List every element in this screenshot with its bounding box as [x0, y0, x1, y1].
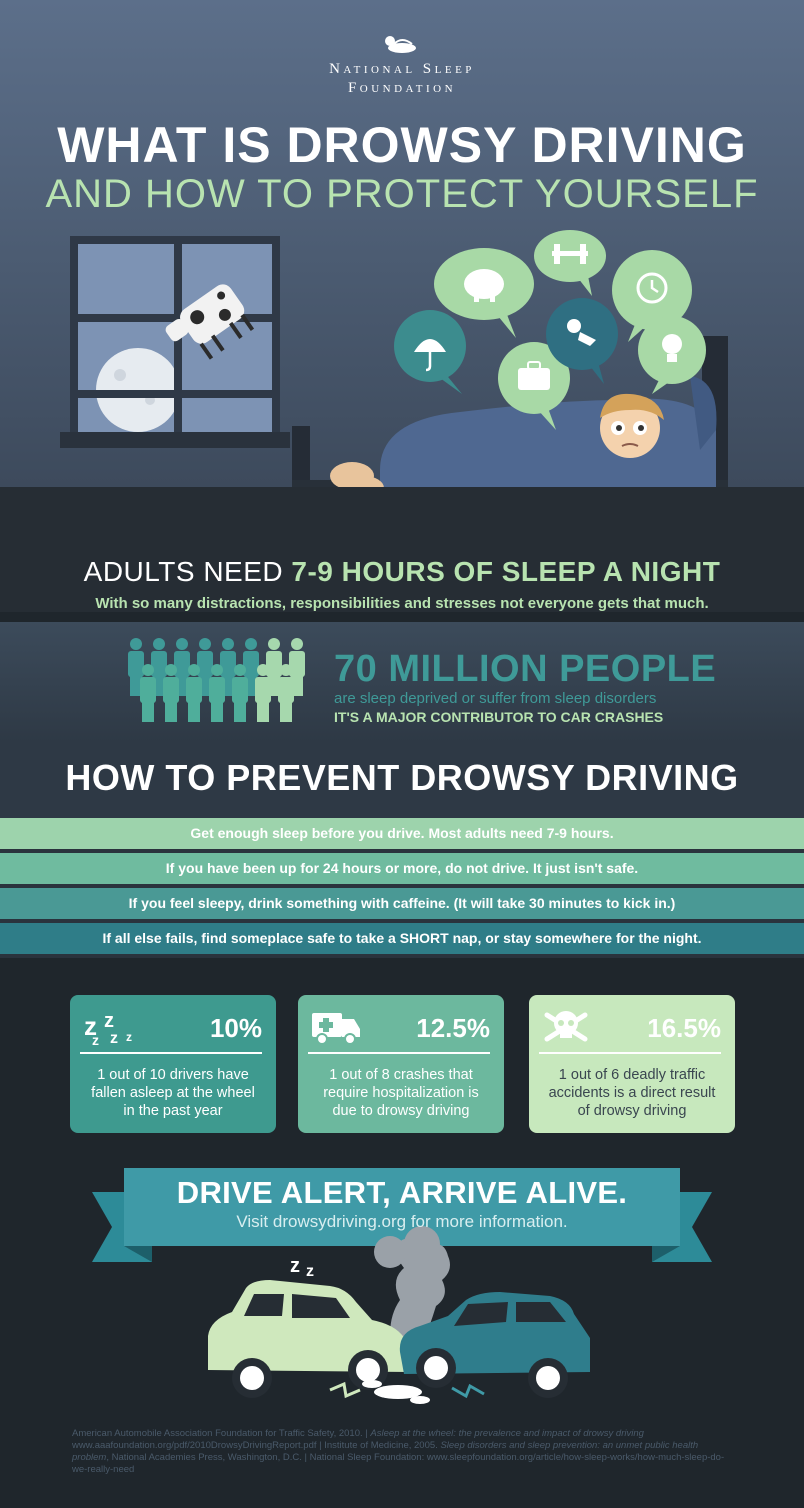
- banner-title: DRIVE ALERT, ARRIVE ALIVE.: [176, 1175, 628, 1210]
- prevent-tip: If you have been up for 24 hours or more…: [0, 853, 804, 884]
- reference-title: Asleep at the wheel: the prevalence and …: [370, 1428, 644, 1439]
- stat-divider: [80, 1052, 262, 1054]
- stat-description: 1 out of 8 crashes that require hospital…: [323, 1067, 479, 1119]
- people-stat-line1: are sleep deprived or suffer from sleep …: [334, 690, 657, 707]
- person-icon: [140, 664, 156, 722]
- prevent-tip: If you feel sleepy, drink something with…: [0, 888, 804, 919]
- suitcase-icon: [498, 342, 570, 430]
- page-subtitle: AND HOW TO PROTECT YOURSELF: [45, 172, 759, 216]
- ribbon-banner: [92, 1168, 712, 1262]
- stat-divider: [308, 1052, 490, 1054]
- sleep-need-prefix: ADULTS NEED: [83, 556, 292, 587]
- teal-car-icon: [399, 1292, 590, 1398]
- svg-text:z: z: [104, 1010, 114, 1032]
- brand-line1: National Sleep: [329, 61, 475, 77]
- people-stat-line2: IT'S A MAJOR CONTRIBUTOR TO CAR CRASHES: [334, 709, 664, 725]
- green-car-icon: [208, 1280, 410, 1398]
- brand-line2: Foundation: [347, 80, 457, 96]
- stat-divider: [539, 1052, 721, 1054]
- zzz-icon: z z z z z: [84, 1010, 132, 1048]
- svg-text:z: z: [110, 1030, 118, 1047]
- lightbulb-icon: [638, 316, 706, 394]
- stat-card-fatal: 16.5% 1 out of 6 deadly traffic accident…: [529, 995, 735, 1133]
- references: American Automobile Association Foundati…: [72, 1428, 734, 1476]
- nsf-logo-icon: [385, 36, 416, 53]
- svg-text:z: z: [306, 1263, 314, 1280]
- sleep-need-section: [0, 487, 804, 612]
- piggy-bank-icon: [434, 248, 534, 338]
- stat-description: 1 out of 10 drivers have fallen asleep a…: [91, 1067, 255, 1119]
- prevent-tip: Get enough sleep before you drive. Most …: [0, 818, 804, 849]
- prevent-title: HOW TO PREVENT DROWSY DRIVING: [65, 757, 739, 798]
- person-icon: [186, 664, 202, 722]
- stat-card-asleep: z z z z z 10% 1 out of 10 drivers have f…: [70, 995, 276, 1133]
- thought-bubbles: [394, 230, 706, 430]
- smoke-cloud: [374, 1226, 450, 1350]
- sleep-need-subtext: With so many distractions, responsibilit…: [95, 595, 709, 612]
- crash-debris: [329, 1380, 485, 1404]
- people-crowd-icon: [128, 638, 305, 722]
- stat-percent: 12.5%: [416, 1013, 490, 1043]
- stat-percent: 10%: [209, 1013, 262, 1043]
- sleep-need-highlight: 7-9 HOURS OF SLEEP A NIGHT: [291, 556, 721, 587]
- reference-text: www.aaafoundation.org/pdf/2010DrowsyDriv…: [72, 1440, 441, 1451]
- skull-crossbones-icon: [544, 1011, 588, 1042]
- svg-text:z: z: [290, 1255, 300, 1277]
- cow-illustration: [165, 284, 255, 360]
- person-icon: [209, 664, 225, 722]
- person-icon: [128, 638, 144, 696]
- reference-text: American Automobile Association Foundati…: [72, 1428, 371, 1439]
- person-icon: [232, 664, 248, 722]
- stat-card-hospitalization: 12.5% 1 out of 8 crashes that require ho…: [298, 995, 504, 1133]
- svg-text:z: z: [92, 1032, 99, 1048]
- page-title: WHAT IS DROWSY DRIVING: [57, 117, 747, 173]
- brand-name: National Sleep Foundation: [0, 60, 804, 98]
- prevent-section: [0, 742, 804, 818]
- person-icon: [255, 664, 271, 722]
- banner-and-crash-illustration: z z z z z: [92, 1168, 712, 1404]
- stat-percent: 16.5%: [647, 1013, 721, 1043]
- banner-subtitle: Visit drowsydriving.org for more informa…: [236, 1212, 568, 1231]
- dumbbell-icon: [534, 230, 606, 296]
- ambulance-icon: [312, 1013, 360, 1045]
- alarm-clock-icon: [612, 250, 692, 342]
- svg-text:z: z: [84, 1011, 97, 1041]
- people-stat-headline: 70 MILLION PEOPLE: [334, 648, 717, 690]
- reference-title: Sleep disorders and sleep prevention: an…: [72, 1440, 699, 1463]
- child-icon: [546, 298, 618, 384]
- person-icon: [278, 664, 294, 722]
- sleep-need-headline: ADULTS NEED 7-9 HOURS OF SLEEP A NIGHT: [0, 556, 804, 588]
- stat-description: 1 out of 6 deadly traffic accidents is a…: [548, 1067, 716, 1119]
- umbrella-icon: [394, 310, 466, 394]
- person-icon: [163, 664, 179, 722]
- sleepless-boy: [600, 398, 660, 458]
- reference-text: , National Academies Press, Washington, …: [72, 1452, 725, 1475]
- prevent-tip: If all else fails, find someplace safe t…: [0, 923, 804, 954]
- svg-text:z: z: [126, 1030, 132, 1044]
